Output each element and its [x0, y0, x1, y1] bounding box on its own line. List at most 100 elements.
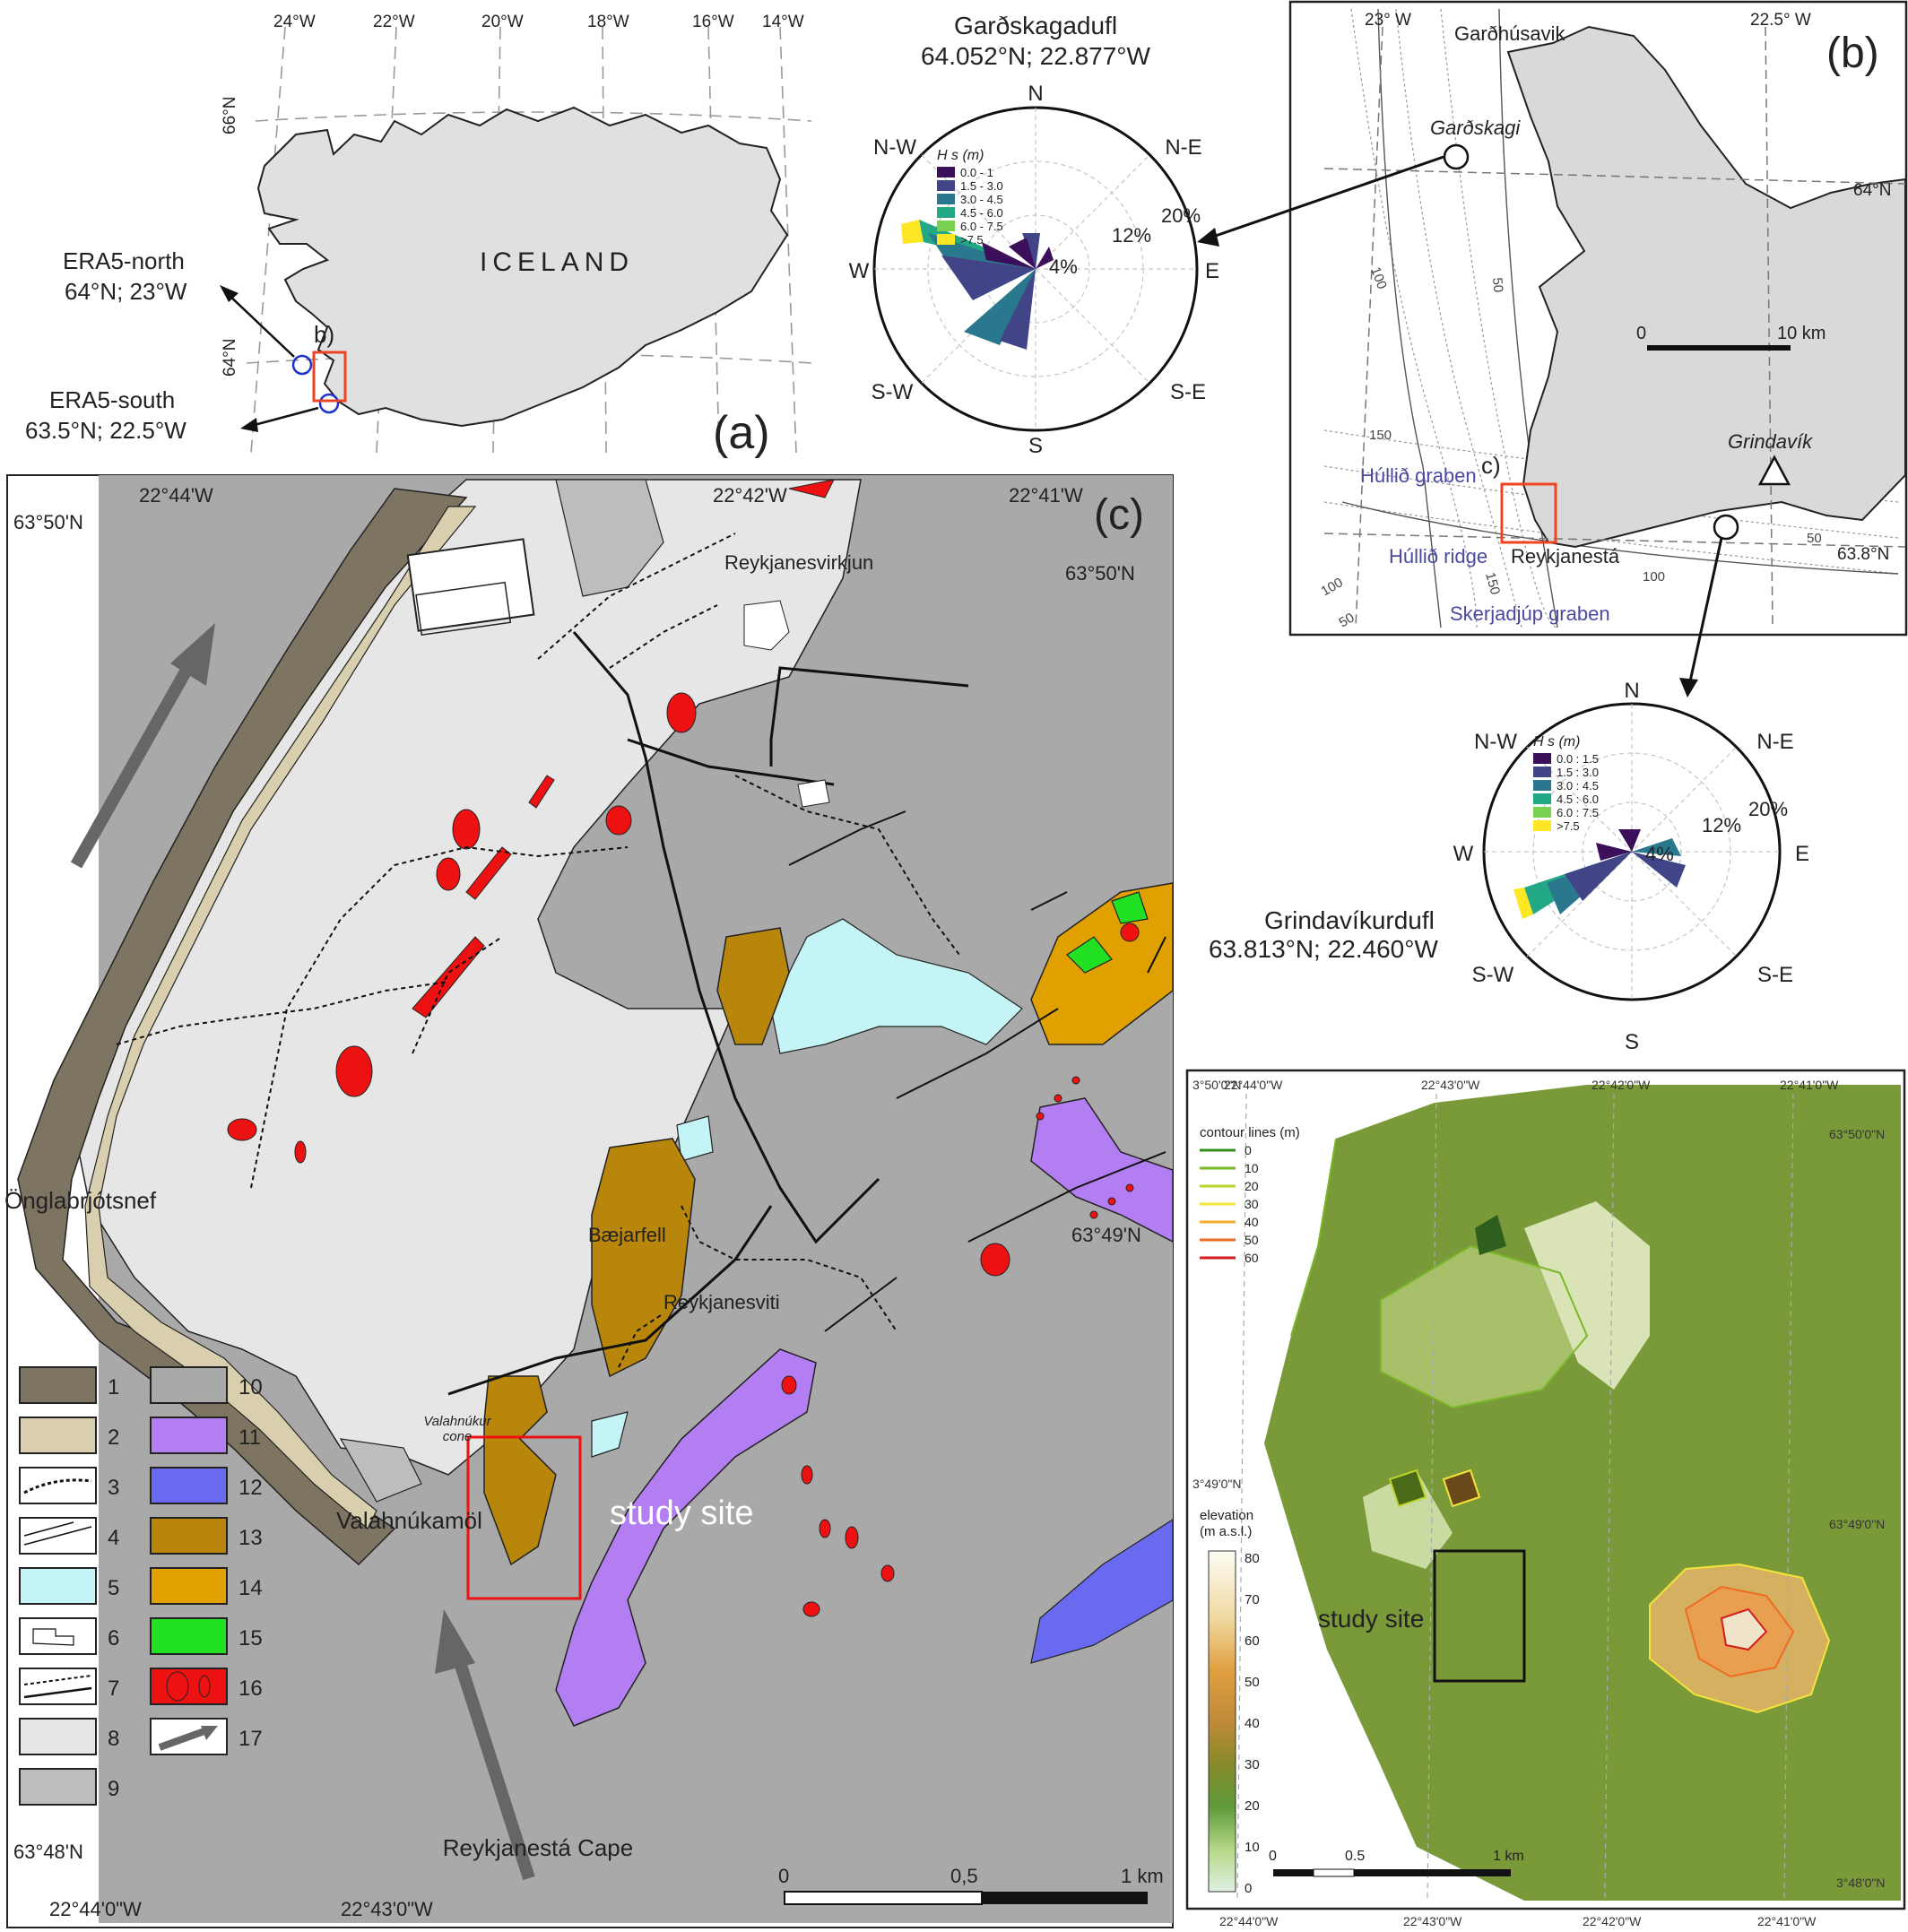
study-site-box	[466, 1435, 582, 1600]
era5-north-marker	[291, 354, 313, 376]
scale-bar	[982, 1892, 1148, 1904]
rose-station-name: Grindavíkurdufl	[1264, 906, 1435, 934]
scale-label: 1 km	[1493, 1849, 1524, 1864]
dir-s: S	[1028, 434, 1043, 457]
legend-swatch	[19, 1467, 97, 1504]
legend-number: 5	[108, 1576, 119, 1600]
scale-label: 0	[1269, 1849, 1277, 1864]
purple-lava-unit	[555, 1348, 817, 1727]
panel-letter: (a)	[713, 407, 770, 459]
era5-south-name: ERA5-south	[49, 386, 175, 413]
legend-swatch	[937, 207, 955, 218]
wind-arrow-north	[70, 655, 199, 869]
legend-number: 7	[108, 1676, 119, 1701]
legend-number: 17	[238, 1727, 263, 1751]
study-site-box	[1433, 1549, 1526, 1683]
legend-label: 3.0 - 4.5	[960, 193, 1003, 206]
legend-swatch	[937, 194, 955, 204]
legend-swatch	[150, 1617, 228, 1655]
dir-w: W	[1453, 842, 1474, 866]
legend-label: 6.0 : 7.5	[1557, 806, 1599, 819]
dir-e: E	[1205, 259, 1219, 283]
legend-swatch	[150, 1366, 228, 1404]
scale-bar	[1394, 1869, 1511, 1876]
scale-label: 0,5	[950, 1865, 978, 1887]
gardskagi-buoy-marker	[1443, 143, 1470, 170]
dir-n: N	[1624, 679, 1639, 703]
elevation-tick: 20	[1245, 1798, 1260, 1814]
elevation-tick: 60	[1245, 1633, 1260, 1649]
lat-label: 63°49'N	[1071, 1224, 1141, 1246]
contour-label: 0	[1245, 1143, 1252, 1157]
lat-label: 63°49'0"N	[1829, 1517, 1885, 1531]
contour-label: 40	[1245, 1215, 1259, 1229]
cape-label: Reykjanestá Cape	[443, 1834, 633, 1861]
lon-label: 22°41'W	[1009, 484, 1083, 507]
legend-number: 11	[238, 1425, 261, 1450]
contour-label: 50	[1245, 1233, 1259, 1247]
ring-label: 20%	[1748, 798, 1788, 820]
panel-letter: (c)	[1094, 491, 1144, 539]
legend-number: 15	[238, 1626, 263, 1650]
rose-legend: H s (m) 0.0 - 11.5 - 3.03.0 - 4.54.5 - 6…	[937, 148, 1003, 247]
lon-label: 22°42'W	[713, 484, 787, 507]
elevation-tick: 40	[1245, 1716, 1260, 1731]
legend-label: 1.5 - 3.0	[960, 179, 1003, 193]
legend-swatch	[937, 221, 955, 231]
elevation-tick: 10	[1245, 1840, 1260, 1855]
lon-label: 22°41'0"W	[1780, 1078, 1839, 1092]
dir-nw: N-W	[873, 135, 916, 160]
ring-label: 12%	[1112, 224, 1151, 247]
contour-label: 10	[1245, 1161, 1259, 1175]
depth-label: 150	[1482, 571, 1503, 597]
place-label: Reykjanesviti	[663, 1291, 780, 1313]
era5-south-marker	[318, 393, 340, 414]
lat-label: 63.8°N	[1837, 545, 1889, 564]
legend-number: 10	[238, 1375, 263, 1399]
iceland-landmass	[256, 106, 789, 428]
legend-swatch	[1533, 820, 1551, 831]
lon-label: 23° W	[1365, 11, 1411, 30]
legend-label: 0.0 : 1.5	[1557, 752, 1599, 766]
scale-label: 0	[1636, 324, 1646, 343]
ring-label: 4%	[1049, 256, 1078, 278]
inset-b-box	[312, 351, 347, 403]
lat-label: 3°50'0"N	[1192, 1078, 1242, 1092]
legend-swatch	[1533, 807, 1551, 818]
ring-label: 12%	[1702, 814, 1741, 836]
lat-label: 3°49'0"N	[1192, 1477, 1242, 1491]
legend-label: 3.0 : 4.5	[1557, 779, 1599, 793]
dir-nw: N-W	[1474, 730, 1517, 754]
dir-e: E	[1795, 842, 1809, 866]
tracks	[116, 533, 960, 1368]
lon-label: 22°44'0"W	[49, 1898, 142, 1920]
reykjanes-landmass	[1506, 25, 1906, 549]
lon-label: 22°43'0"W	[341, 1898, 433, 1920]
cone-label: cone	[443, 1429, 473, 1444]
feature-label: Húllið ridge	[1389, 545, 1487, 567]
feature-label: Skerjadjúp graben	[1450, 602, 1610, 625]
lon-label: 22°44'0"W	[1219, 1914, 1279, 1928]
panel-d-elevation-map: study site 22°44'0"W 22°43'0"W 22°42'0"W…	[1185, 1069, 1906, 1928]
lat-label: 3°48'0"N	[1836, 1876, 1886, 1890]
place-label: Reykjanesvirkjun	[724, 551, 873, 574]
building-footprint	[406, 538, 535, 632]
wave-rose-north: Garðskagadufl 64.052°N; 22.877°W N N-E E…	[849, 12, 1219, 457]
lat-label: 63°50'N	[1065, 562, 1135, 585]
rose-station-name: Garðskagadufl	[954, 12, 1117, 39]
legend-number: 8	[108, 1727, 119, 1751]
dir-sw: S-W	[872, 380, 914, 404]
wave-rose-south: N N-E E S-E S S-W W N-W 4% 12% 20% H s (…	[1209, 679, 1809, 1054]
legend-number: 16	[238, 1676, 263, 1701]
legend-number: 14	[238, 1576, 263, 1600]
panel-a-iceland-map: 24°W 22°W 20°W 18°W 16°W 14°W 66°N 64°N …	[25, 13, 812, 459]
dir-se: S-E	[1170, 380, 1206, 404]
contour-label: 60	[1245, 1251, 1259, 1265]
place-label: Bæjarfell	[588, 1224, 666, 1246]
depth-label: 50	[1337, 610, 1357, 630]
dir-sw: S-W	[1472, 963, 1514, 987]
dir-s: S	[1625, 1030, 1639, 1054]
legend-swatch	[150, 1517, 228, 1555]
arrow-north	[225, 291, 295, 358]
